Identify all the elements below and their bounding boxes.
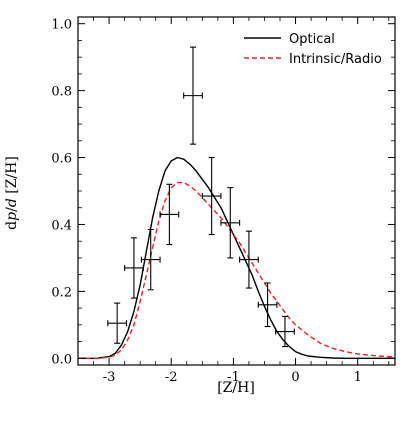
- series-line-intrinsic-radio: [78, 181, 395, 359]
- data-point: [107, 302, 128, 344]
- data-point: [201, 156, 222, 236]
- legend-label-intrinsic-radio: Intrinsic/Radio: [289, 52, 382, 67]
- y-tick-label: 0.2: [51, 285, 72, 300]
- y-axis-label: d𝑝/𝑑 [Z/H]: [4, 156, 20, 230]
- legend-label-optical: Optical: [289, 32, 335, 47]
- x-tick-label: -3: [103, 370, 116, 385]
- x-axis-label: [Z/H]: [217, 380, 255, 396]
- y-tick-label: 0.6: [51, 152, 72, 167]
- y-tick-label: 0.0: [51, 352, 72, 367]
- curves: [78, 156, 395, 359]
- data-point: [275, 315, 295, 348]
- y-tick-label: 1.0: [51, 18, 72, 33]
- plot-frame: [77, 16, 396, 366]
- data-point: [140, 228, 161, 291]
- data-point: [220, 187, 241, 259]
- y-tick-label: 0.4: [51, 218, 72, 233]
- y-tick-label: 0.8: [51, 85, 72, 100]
- data-points: [107, 46, 295, 348]
- x-tick-label: -2: [165, 370, 178, 385]
- series-line-optical: [78, 156, 395, 359]
- x-tick-label: 1: [354, 370, 362, 385]
- x-tick-label: 0: [291, 370, 299, 385]
- data-point: [239, 230, 259, 289]
- axis-ticks: -3 -2 -1 0 1 0.0 0.2 0.4 0.6 0.8 1.0: [51, 17, 395, 385]
- legend: Optical Intrinsic/Radio: [244, 32, 382, 67]
- data-point: [183, 46, 203, 145]
- plot-area: [77, 16, 396, 366]
- data-point: [124, 237, 144, 299]
- x-tick-label: -1: [227, 370, 240, 385]
- data-point: [159, 183, 180, 246]
- data-point: [257, 282, 278, 328]
